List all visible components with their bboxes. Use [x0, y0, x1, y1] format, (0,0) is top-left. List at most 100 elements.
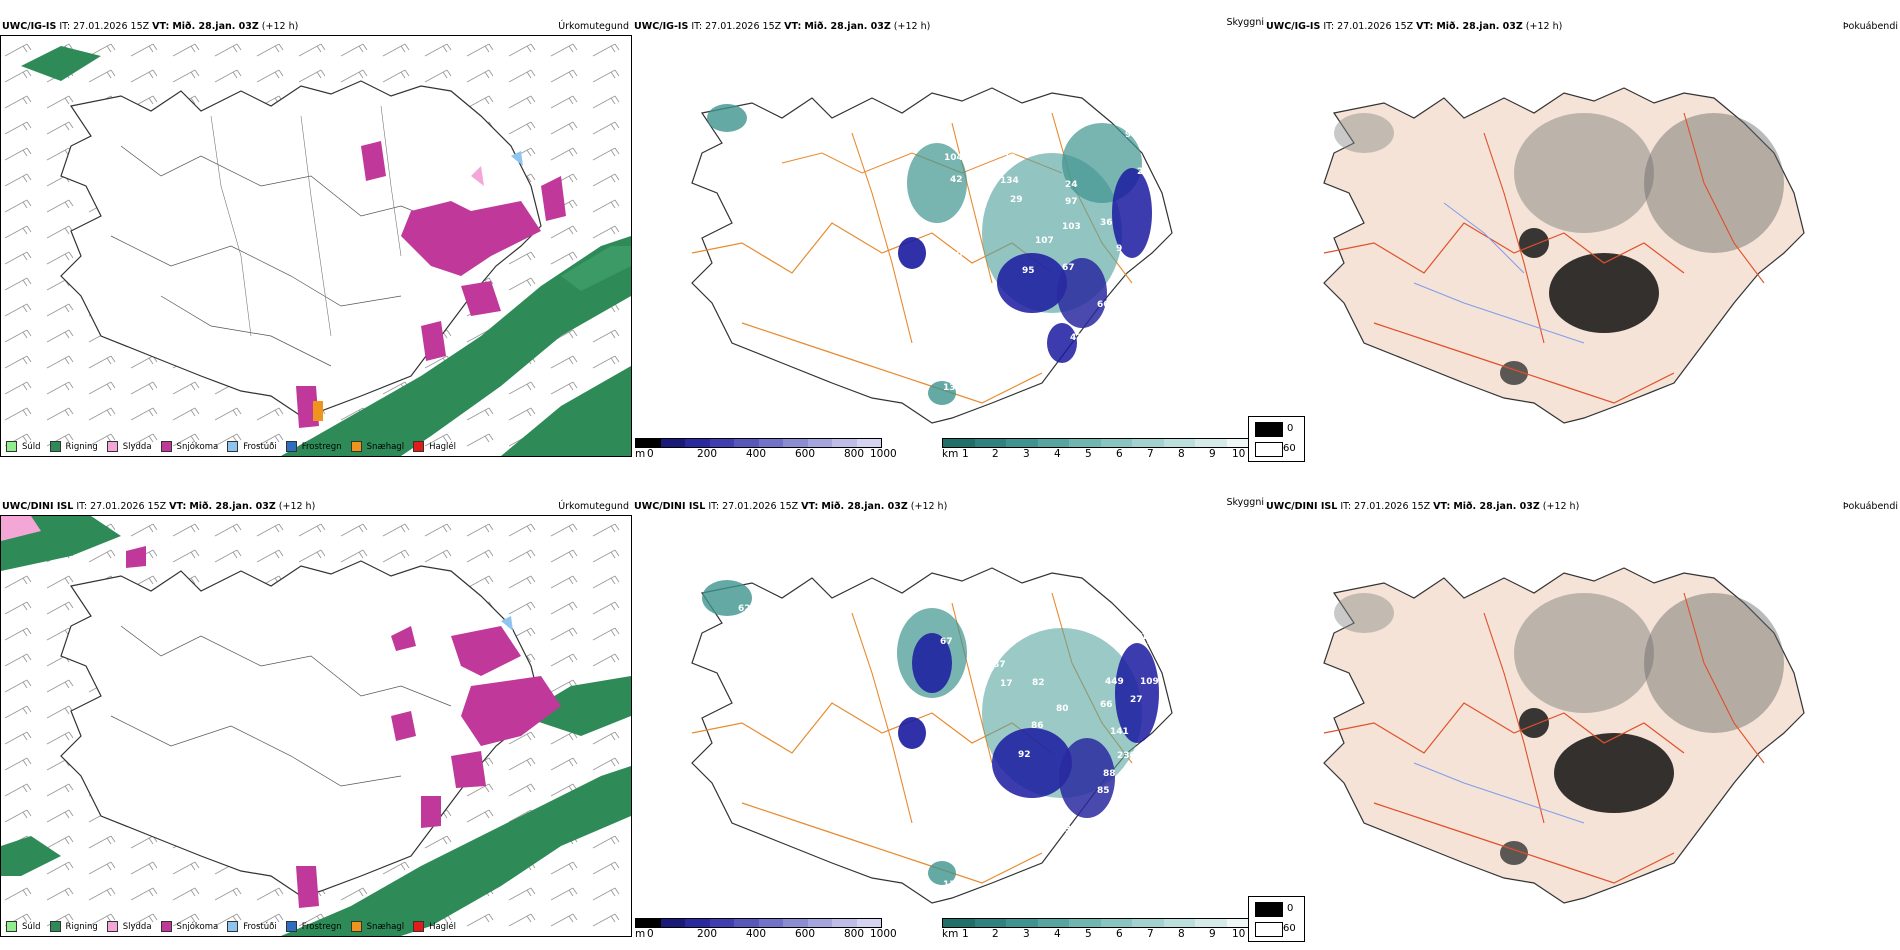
panel-header: UWC/IG-IS IT: 27.01.2026 15Z VT: Mið. 28…: [2, 21, 298, 33]
panel-header: UWC/IG-IS IT: 27.01.2026 15Z VT: Mið. 28…: [634, 21, 930, 33]
precip-map[interactable]: [0, 35, 632, 457]
model-name: UWC/IG-IS: [634, 21, 689, 32]
fog-panel-top: UWC/IG-IS IT: 27.01.2026 15Z VT: Mið. 28…: [1248, 13, 1900, 463]
height-colorbar: m 0 200 400 600 800 1000: [635, 438, 897, 460]
fog-legend-swatch: [1255, 422, 1283, 437]
visibility-value-label: 62: [738, 604, 751, 614]
legend-item-frostudi: Frostúði: [227, 921, 277, 932]
visibility-value-label: 80: [950, 250, 963, 260]
visibility-value-label: 13: [943, 383, 956, 393]
visibility-value-label: 42: [950, 175, 963, 185]
fog-legend: 0 60: [1248, 896, 1305, 942]
it-label: IT:: [59, 21, 71, 32]
it-label: IT:: [1340, 501, 1352, 512]
height-tick: 0: [647, 928, 654, 940]
height-tick: 800: [844, 928, 865, 940]
fog-map[interactable]: [1264, 523, 1900, 913]
km-tick: 5: [1085, 448, 1092, 460]
model-name: UWC/DINI ISL: [634, 501, 706, 512]
legend-item-frostudi: Frostúði: [227, 441, 277, 452]
visibility-value-label: 28: [1137, 167, 1150, 177]
vt-value: Mið. 28.jan. 03Z: [804, 21, 891, 32]
vt-label: VT:: [1416, 21, 1434, 32]
visibility-value-label: 21: [1135, 632, 1148, 642]
vt-label: VT:: [169, 501, 187, 512]
vt-label: VT:: [1433, 501, 1451, 512]
visibility-value-label: 105: [1105, 632, 1124, 642]
visibility-panel-bottom: UWC/DINI ISL IT: 27.01.2026 15Z VT: Mið.…: [632, 493, 1264, 943]
precip-map-graphic: [1, 516, 631, 936]
model-name: UWC/DINI ISL: [1266, 501, 1338, 512]
panel-header: UWC/IG-IS IT: 27.01.2026 15Z VT: Mið. 28…: [1266, 21, 1562, 33]
km-tick: 9: [1209, 448, 1216, 460]
precip-map[interactable]: [0, 515, 632, 937]
height-colorbar: m 0 200 400 600 800 1000: [635, 918, 897, 940]
visibility-value-label: 38: [1065, 825, 1078, 835]
visibility-value-label: 27: [1130, 695, 1143, 705]
visibility-value-label: 28: [1003, 153, 1016, 163]
panel-title: Úrkomutegund: [558, 21, 629, 32]
vt-value: Mið. 28.jan. 03Z: [1436, 21, 1523, 32]
visibility-value-label: 82: [1032, 678, 1045, 688]
height-color-strip: [635, 918, 882, 928]
panel-title: Skyggni: [1226, 17, 1264, 28]
visibility-map[interactable]: [632, 43, 1262, 433]
model-name: UWC/DINI ISL: [2, 501, 74, 512]
visibility-value-label: 85: [1097, 786, 1110, 796]
visibility-value-label: 99: [1125, 606, 1138, 616]
legend-item-haglel: Haglél: [413, 441, 456, 452]
panel-title: Þokuábendi: [1842, 21, 1898, 32]
it-label: IT:: [708, 501, 720, 512]
visibility-colorbar: km 1 2 3 4 5 6 7 8 9 10: [942, 918, 1262, 940]
vt-value: Mið. 28.jan. 03Z: [189, 501, 276, 512]
visibility-value-label: 104: [944, 153, 963, 163]
height-tick: 1000: [870, 448, 897, 460]
height-tick: 400: [746, 928, 767, 940]
precip-panel-bottom: UWC/DINI ISL IT: 27.01.2026 15Z VT: Mið.…: [0, 493, 632, 943]
it-label: IT:: [691, 21, 703, 32]
visibility-value-label: 66: [1097, 300, 1110, 310]
visibility-value-label: 196: [1178, 228, 1197, 238]
visibility-value-label: 128: [1095, 572, 1114, 582]
km-unit: km: [942, 928, 959, 940]
height-tick: 400: [746, 448, 767, 460]
visibility-value-label: 70: [733, 569, 746, 579]
panel-title: Þokuábendi: [1842, 501, 1898, 512]
panel-header: UWC/DINI ISL IT: 27.01.2026 15Z VT: Mið.…: [634, 501, 947, 513]
km-tick: 6: [1116, 928, 1123, 940]
legend-item-haglel: Haglél: [413, 921, 456, 932]
km-tick: 10: [1232, 448, 1246, 460]
km-tick: 2: [992, 448, 999, 460]
visibility-value-label: 68: [760, 569, 773, 579]
visibility-value-label: 79: [975, 665, 988, 675]
fog-legend-label: 0: [1287, 903, 1294, 914]
visibility-value-label: 109: [1140, 677, 1159, 687]
km-tick: 8: [1178, 928, 1185, 940]
legend-item-snjokoma: Snjókoma: [160, 921, 218, 932]
panel-header: UWC/DINI ISL IT: 27.01.2026 15Z VT: Mið.…: [2, 501, 315, 513]
visibility-value-label: 56: [1176, 660, 1189, 670]
visibility-value-label: 98: [1125, 130, 1138, 140]
km-tick: 4: [1054, 448, 1061, 460]
km-tick: 9: [1209, 928, 1216, 940]
km-unit: km: [942, 448, 959, 460]
fog-legend-label: 60: [1283, 443, 1296, 454]
it-label: IT:: [1323, 21, 1335, 32]
fog-map[interactable]: [1264, 43, 1900, 433]
visibility-value-label: 66: [1100, 700, 1113, 710]
km-tick: 1: [962, 448, 969, 460]
vt-value: Mið. 28.jan. 03Z: [821, 501, 908, 512]
visibility-colorbar: km 1 2 3 4 5 6 7 8 9 10: [942, 438, 1262, 460]
visibility-value-label: 86: [1033, 583, 1046, 593]
visibility-value-label: 47: [1177, 152, 1190, 162]
model-name: UWC/IG-IS: [2, 21, 57, 32]
it-value: 27.01.2026 15Z: [1354, 501, 1431, 512]
km-tick: 6: [1116, 448, 1123, 460]
fog-legend-label: 60: [1283, 923, 1296, 934]
km-tick: 3: [1023, 448, 1030, 460]
height-tick: 1000: [870, 928, 897, 940]
lead-time: (+12 h): [910, 501, 948, 512]
panel-header: UWC/DINI ISL IT: 27.01.2026 15Z VT: Mið.…: [1266, 501, 1579, 513]
height-unit: m: [635, 928, 646, 940]
visibility-map[interactable]: [632, 523, 1262, 913]
